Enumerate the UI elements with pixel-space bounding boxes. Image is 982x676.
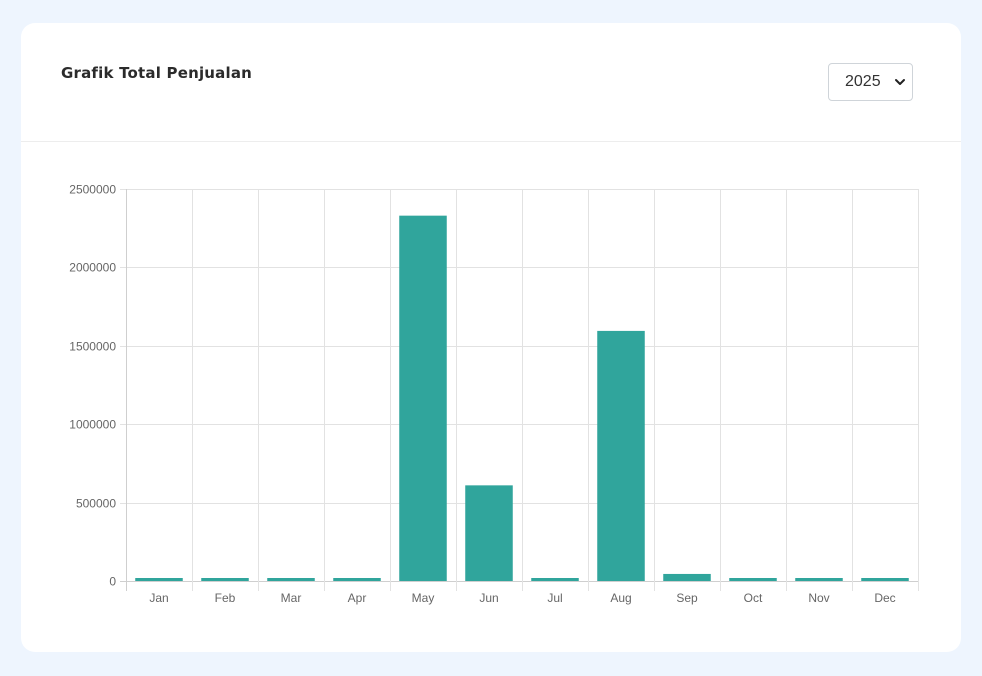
bar-dec bbox=[861, 578, 909, 581]
year-select[interactable]: 2025 bbox=[828, 63, 913, 101]
bar-may bbox=[399, 215, 447, 581]
x-tick-label: Mar bbox=[281, 591, 302, 605]
card-title: Grafik Total Penjualan bbox=[61, 64, 253, 82]
x-tick-label: Dec bbox=[874, 591, 895, 605]
bar-apr bbox=[333, 578, 381, 581]
year-select-value: 2025 bbox=[845, 73, 881, 90]
x-tick-label: Sep bbox=[676, 591, 698, 605]
x-tick-label: Feb bbox=[215, 591, 236, 605]
x-tick-label: Jan bbox=[149, 591, 168, 605]
bar-chart: 0 500000 1000000 1500000 2000000 2500000 Jan Fe… bbox=[69, 183, 919, 605]
y-tick-label: 500000 bbox=[76, 497, 116, 511]
y-tick-label: 0 bbox=[109, 575, 116, 589]
x-tick-label: Jul bbox=[547, 591, 562, 605]
x-tick-label: Apr bbox=[348, 591, 367, 605]
bar-sep bbox=[663, 573, 711, 581]
x-tick-label: Oct bbox=[744, 591, 763, 605]
y-tick-label: 2500000 bbox=[69, 183, 116, 197]
bar-mar bbox=[267, 578, 315, 581]
x-tick-label: Jun bbox=[479, 591, 498, 605]
chevron-down-icon bbox=[895, 79, 905, 85]
y-tick-label: 1500000 bbox=[69, 340, 116, 354]
x-tick-label: Nov bbox=[808, 591, 829, 605]
bar-jun bbox=[465, 485, 513, 581]
bar-oct bbox=[729, 578, 777, 581]
bar-jan bbox=[135, 578, 183, 581]
bar-nov bbox=[795, 578, 843, 581]
sales-chart-card: Grafik Total Penjualan 2025 0 500000 10000… bbox=[21, 23, 961, 652]
y-tick-label: 1000000 bbox=[69, 418, 116, 432]
x-tick-label: Aug bbox=[610, 591, 631, 605]
bar-jul bbox=[531, 578, 579, 581]
bar-aug bbox=[597, 330, 645, 581]
chart-area: 0 500000 1000000 1500000 2000000 2500000 Jan Fe… bbox=[21, 143, 961, 652]
y-tick-label: 2000000 bbox=[69, 261, 116, 275]
x-tick-label: May bbox=[412, 591, 435, 605]
card-header: Grafik Total Penjualan 2025 bbox=[21, 23, 961, 142]
bar-feb bbox=[201, 578, 249, 581]
